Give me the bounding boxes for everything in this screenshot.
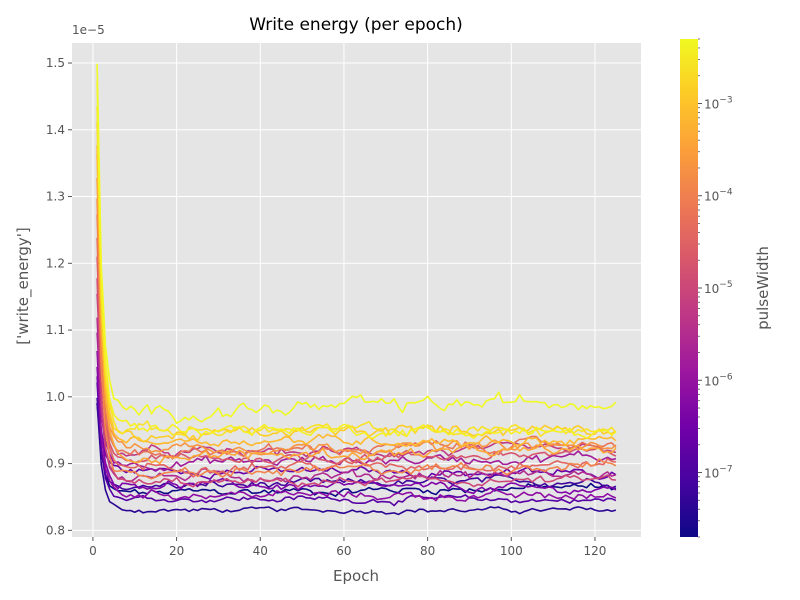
y-tick-label: 1.0: [46, 390, 65, 404]
series-line-8: [96, 332, 617, 472]
y-tick-label: 1.1: [46, 323, 65, 337]
series-line-12: [96, 256, 617, 465]
series-line-11: [96, 278, 616, 488]
x-tick-label: 120: [584, 544, 607, 558]
colorbar-tick-label: 10−7: [704, 465, 733, 481]
series-line-19: [96, 121, 617, 443]
series-line-18: [96, 144, 617, 448]
series-line-1: [96, 403, 617, 497]
colorbar-gradient: [680, 39, 698, 537]
y-tick-label: 1.2: [46, 256, 65, 270]
x-tick-label: 40: [253, 544, 268, 558]
colorbar-tick-label: 10−5: [704, 280, 733, 296]
series-line-4: [96, 382, 617, 507]
x-tick-label: 100: [500, 544, 523, 558]
series-line-20: [96, 106, 617, 438]
series-line-16: [96, 177, 617, 457]
colorbar-label: pulseWidth: [754, 246, 772, 330]
x-tick-label: 20: [169, 544, 184, 558]
series-line-7: [96, 350, 617, 502]
x-tick-label: 80: [420, 544, 435, 558]
x-tick-label: 0: [89, 544, 97, 558]
colorbar-tick-label: 10−6: [704, 372, 733, 388]
series-line-21: [96, 81, 617, 440]
series-line-9: [96, 317, 617, 483]
series-line-22: [96, 63, 617, 425]
y-offset-label: 1e−5: [72, 23, 105, 37]
y-tick-label: 1.5: [46, 56, 65, 70]
y-tick-label: 1.3: [46, 190, 65, 204]
y-axis-label: ['write_energy']: [14, 227, 33, 344]
series-line-17: [96, 154, 617, 465]
y-tick-label: 0.8: [46, 523, 65, 537]
y-tick-label: 1.4: [46, 123, 65, 137]
colorbar-tick-label: 10−4: [704, 188, 733, 204]
chart-title: Write energy (per epoch): [249, 15, 463, 35]
y-tick-label: 0.9: [46, 457, 65, 471]
colorbar: 10−7 10−6 10−5 10−4 10−3: [680, 38, 733, 538]
x-axis-label: Epoch: [333, 567, 379, 585]
series-line-15: [96, 198, 617, 480]
x-tick-label: 60: [336, 544, 351, 558]
series-line-2: [96, 402, 617, 516]
colorbar-tick-label: 10−3: [704, 95, 733, 111]
series-line-5: [96, 376, 617, 480]
